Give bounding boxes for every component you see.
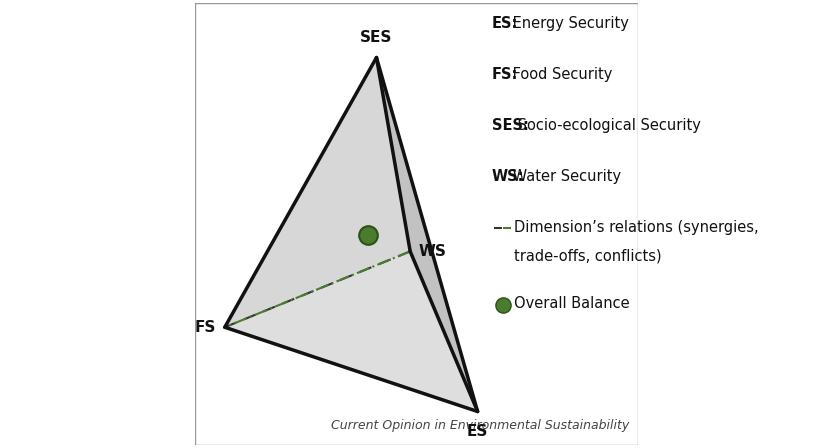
Text: Energy Security: Energy Security: [507, 16, 629, 31]
Point: [502, 308, 516, 315]
Text: WS:: WS:: [491, 169, 524, 184]
Text: FS: FS: [195, 320, 217, 335]
Text: Overall Balance: Overall Balance: [514, 296, 630, 311]
Text: Current Opinion in Environmental Sustainability: Current Opinion in Environmental Sustain…: [331, 419, 629, 432]
Text: SES: SES: [361, 30, 392, 45]
Text: ES: ES: [467, 424, 488, 439]
Text: Dimension’s relations (synergies,: Dimension’s relations (synergies,: [514, 220, 759, 235]
Text: SES:: SES:: [491, 118, 529, 133]
Polygon shape: [225, 57, 410, 327]
Text: Socio-ecological Security: Socio-ecological Security: [513, 118, 701, 133]
Text: WS: WS: [419, 244, 446, 259]
Text: trade-offs, conflicts): trade-offs, conflicts): [514, 248, 661, 263]
Text: Water Security: Water Security: [507, 169, 621, 184]
Text: FS:: FS:: [491, 67, 518, 82]
Text: Food Security: Food Security: [507, 67, 612, 82]
Polygon shape: [377, 57, 477, 412]
Point: [362, 231, 375, 238]
Polygon shape: [225, 251, 477, 412]
Text: ES:: ES:: [491, 16, 518, 31]
